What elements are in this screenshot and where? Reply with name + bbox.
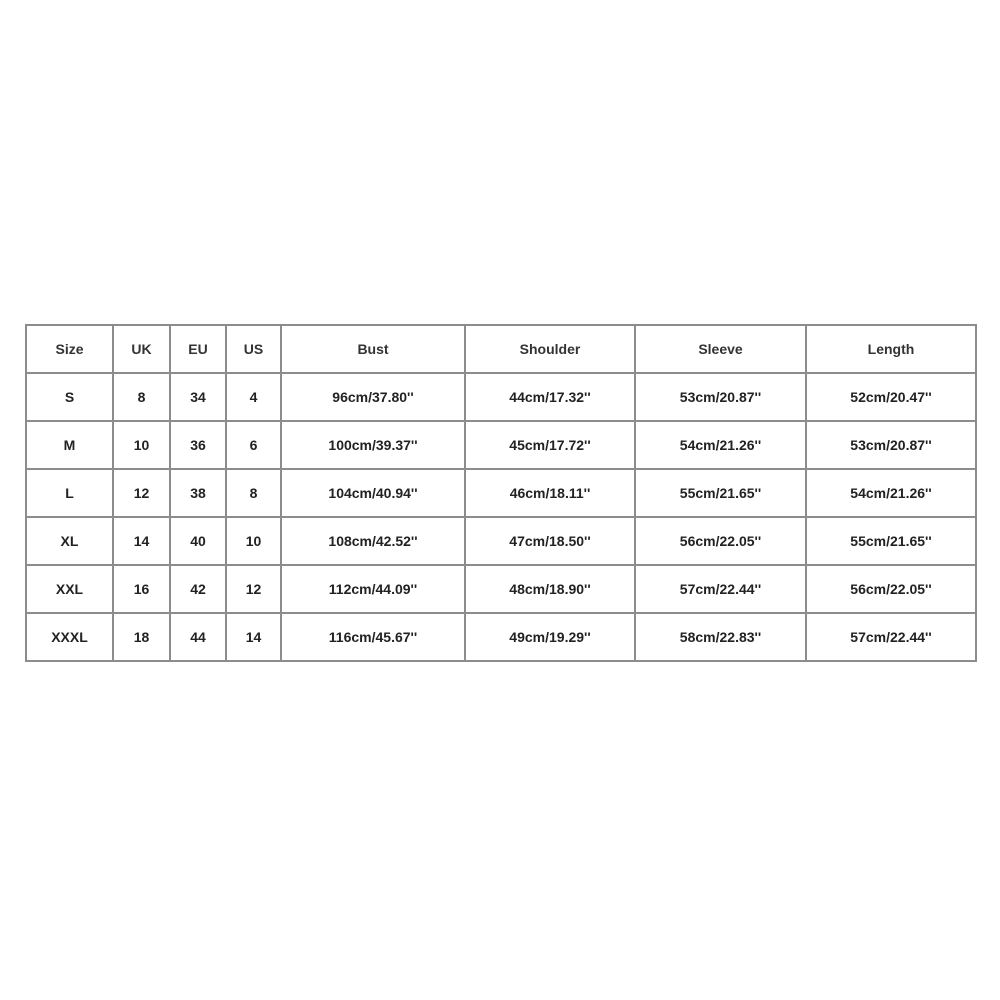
cell: 100cm/39.37'' xyxy=(280,420,466,470)
cell: 53cm/20.87'' xyxy=(634,372,807,422)
cell: 12 xyxy=(112,468,171,518)
cell: 45cm/17.72'' xyxy=(464,420,636,470)
cell: 34 xyxy=(169,372,227,422)
cell: 42 xyxy=(169,564,227,614)
cell: 104cm/40.94'' xyxy=(280,468,466,518)
data-row: XL 14 40 10 108cm/42.52'' 47cm/18.50'' 56cm/22… xyxy=(25,516,977,566)
header-cell: US xyxy=(225,324,282,374)
cell: 112cm/44.09'' xyxy=(280,564,466,614)
data-row: XXXL 18 44 14 116cm/45.67'' 49cm/19.29'' 58cm/… xyxy=(25,612,977,662)
data-row: XXL 16 42 12 112cm/44.09'' 48cm/18.90'' 57cm/2… xyxy=(25,564,977,614)
cell: 8 xyxy=(225,468,282,518)
table-body: Size UK EU US Bust Shoulder Sleeve Length S 8 34 4 9… xyxy=(25,324,977,662)
cell: 46cm/18.11'' xyxy=(464,468,636,518)
cell: 48cm/18.90'' xyxy=(464,564,636,614)
cell: 44cm/17.32'' xyxy=(464,372,636,422)
header-cell: UK xyxy=(112,324,171,374)
header-row: Size UK EU US Bust Shoulder Sleeve Length xyxy=(25,324,977,374)
cell: 40 xyxy=(169,516,227,566)
cell: 8 xyxy=(112,372,171,422)
cell: 56cm/22.05'' xyxy=(805,564,977,614)
cell: 4 xyxy=(225,372,282,422)
cell: 18 xyxy=(112,612,171,662)
header-cell: Size xyxy=(25,324,114,374)
cell: 47cm/18.50'' xyxy=(464,516,636,566)
cell: 54cm/21.26'' xyxy=(634,420,807,470)
cell: 36 xyxy=(169,420,227,470)
cell: 6 xyxy=(225,420,282,470)
cell: 96cm/37.80'' xyxy=(280,372,466,422)
cell: 49cm/19.29'' xyxy=(464,612,636,662)
size-table: Size UK EU US Bust Shoulder Sleeve Length S 8 34 4 9… xyxy=(25,324,977,662)
cell: 108cm/42.52'' xyxy=(280,516,466,566)
cell: 53cm/20.87'' xyxy=(805,420,977,470)
header-cell: EU xyxy=(169,324,227,374)
header-cell: Sleeve xyxy=(634,324,807,374)
cell: 12 xyxy=(225,564,282,614)
cell: S xyxy=(25,372,114,422)
cell: 38 xyxy=(169,468,227,518)
cell: 44 xyxy=(169,612,227,662)
header-cell: Length xyxy=(805,324,977,374)
cell: 55cm/21.65'' xyxy=(805,516,977,566)
cell: 57cm/22.44'' xyxy=(634,564,807,614)
header-cell: Bust xyxy=(280,324,466,374)
data-row: S 8 34 4 96cm/37.80'' 44cm/17.32'' 53cm/20.87'… xyxy=(25,372,977,422)
cell: 14 xyxy=(112,516,171,566)
cell: 54cm/21.26'' xyxy=(805,468,977,518)
header-cell: Shoulder xyxy=(464,324,636,374)
cell: 10 xyxy=(225,516,282,566)
cell: 55cm/21.65'' xyxy=(634,468,807,518)
cell: 14 xyxy=(225,612,282,662)
cell: 56cm/22.05'' xyxy=(634,516,807,566)
cell: 16 xyxy=(112,564,171,614)
cell: M xyxy=(25,420,114,470)
cell: 58cm/22.83'' xyxy=(634,612,807,662)
data-row: L 12 38 8 104cm/40.94'' 46cm/18.11'' 55cm/21.6… xyxy=(25,468,977,518)
data-row: M 10 36 6 100cm/39.37'' 45cm/17.72'' 54cm/21.2… xyxy=(25,420,977,470)
cell: XL xyxy=(25,516,114,566)
cell: 57cm/22.44'' xyxy=(805,612,977,662)
cell: L xyxy=(25,468,114,518)
cell: 52cm/20.47'' xyxy=(805,372,977,422)
cell: 116cm/45.67'' xyxy=(280,612,466,662)
cell: XXXL xyxy=(25,612,114,662)
cell: XXL xyxy=(25,564,114,614)
cell: 10 xyxy=(112,420,171,470)
